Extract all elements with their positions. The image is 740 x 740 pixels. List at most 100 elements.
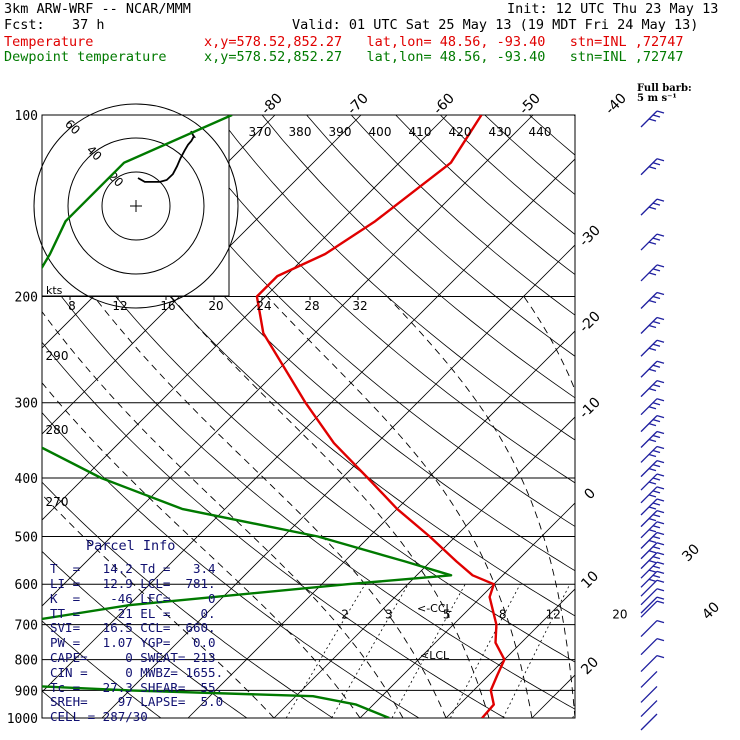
isotherm-label: -60 — [430, 90, 457, 117]
isotherm-label: 40 — [699, 599, 723, 623]
isotherm-label: 10 — [578, 568, 602, 592]
hodograph-ring — [101, 171, 171, 241]
wind-barb-flag — [648, 118, 657, 122]
speed-tick-label: 32 — [352, 299, 367, 313]
wind-barb-flag — [656, 498, 665, 502]
dewpoint-legend: Dewpoint temperature — [4, 49, 167, 65]
wind-barb-flag — [648, 560, 657, 564]
wind-barb — [640, 619, 665, 638]
wind-barb-flag — [652, 463, 661, 468]
wind-barb-flag — [656, 600, 665, 604]
wind-barb-flag — [648, 453, 657, 458]
forecast-label: Fcst: — [4, 17, 45, 33]
wind-barb — [640, 291, 665, 309]
wind-barb-flag — [648, 347, 657, 351]
isotherm-line — [42, 115, 534, 607]
wind-barb-flag — [656, 445, 665, 450]
wind-barb-flag — [656, 316, 665, 321]
parcel-row: SVI= 16.5 CCL= 660. — [50, 620, 216, 635]
wind-barb — [640, 158, 665, 176]
wind-barb — [640, 339, 665, 357]
mixing-ratio-line — [572, 711, 575, 718]
wind-barb — [640, 459, 665, 478]
pressure-label-700: 700 — [15, 619, 38, 634]
dewpoint-location: x,y=578.52,852.27 lat,lon= 48.56, -93.40… — [204, 49, 684, 65]
wind-barb-flag — [652, 574, 661, 578]
isotherm-line — [42, 158, 575, 693]
forecast-hours: 37 h — [72, 17, 105, 33]
wind-barb-flag — [648, 368, 657, 372]
dry-adiabat — [350, 115, 575, 316]
wind-barb-flag — [652, 490, 661, 494]
theta-label: 390 — [329, 125, 352, 139]
wind-barb-flag — [656, 473, 665, 477]
wind-barb — [640, 700, 658, 718]
wind-barb-staff — [640, 670, 658, 688]
wind-barb-flag — [656, 158, 665, 162]
mixing-ratio-label: 5 — [443, 608, 451, 622]
ccl-label: <-CCL — [417, 602, 453, 615]
dry-adiabats — [42, 115, 575, 718]
wind-barb — [640, 264, 665, 282]
wind-barb — [640, 713, 658, 731]
wind-barb-flag — [648, 578, 657, 582]
isotherm-label: -10 — [576, 394, 603, 421]
wind-barb-flag — [648, 406, 657, 410]
wind-barb-flag — [656, 360, 665, 364]
dry-adiabat — [42, 481, 334, 718]
isotherm-line — [359, 502, 575, 718]
wind-barb — [640, 596, 665, 614]
mixing-ratio-label: 3 — [385, 608, 393, 622]
wind-barb-flag — [656, 542, 665, 546]
wind-barb-flag — [648, 422, 657, 427]
isotherm-label: -50 — [516, 90, 543, 117]
dry-adiabat — [83, 115, 575, 572]
pressure-label-200: 200 — [15, 291, 38, 306]
mixing-ratio-label: 20 — [612, 608, 627, 622]
wind-barb-staff — [640, 638, 658, 656]
wind-barb-flag — [656, 233, 665, 237]
isotherm-line — [187, 330, 575, 718]
wind-barb — [640, 316, 665, 334]
full-barb-label: Full barb: — [637, 83, 692, 94]
wind-barb-flag — [656, 198, 665, 202]
dry-adiabat — [261, 115, 575, 399]
wind-barb-flag — [652, 237, 661, 241]
wind-barb-flag — [656, 486, 665, 490]
isotherm-line — [618, 115, 740, 718]
wind-barb-flag — [656, 531, 665, 536]
sounding-traces — [42, 115, 506, 718]
wind-barb-flag — [656, 414, 665, 419]
dry-adiabat — [306, 115, 575, 357]
theta-label: 370 — [249, 125, 272, 139]
wind-barb-flag — [656, 430, 665, 435]
speed-tick-label: 12 — [112, 299, 127, 313]
wind-barb-flag — [648, 388, 657, 392]
wind-barb-staff — [640, 713, 658, 731]
temperature-trace — [255, 115, 506, 718]
wind-barb — [640, 561, 665, 579]
wind-barb-flag — [656, 579, 665, 583]
wind-barb-flag — [652, 364, 661, 368]
mixing-ratio-label: 2 — [341, 608, 349, 622]
wind-barb — [640, 552, 665, 570]
parcel-info-title: Parcel Info — [86, 538, 176, 554]
parcel-row: TT = 21 EL = 0. — [50, 606, 216, 621]
wind-barb-flag — [652, 202, 661, 206]
parcel-row: T = 14.2 Td = 3.4 — [50, 561, 216, 576]
wind-barb-flag — [656, 291, 665, 296]
mixing-ratio-line — [391, 584, 466, 718]
dry-adiabat — [172, 115, 575, 484]
model-title: 3km ARW-WRF -- NCAR/MMM — [4, 1, 191, 17]
wind-barb — [640, 430, 665, 448]
wind-barb-flag — [652, 384, 661, 388]
wind-barb-staff — [640, 655, 658, 673]
isotherm-line — [101, 244, 575, 718]
wind-barb — [640, 486, 665, 504]
init-time: Init: 12 UTC Thu 23 May 13 — [507, 1, 719, 17]
wind-barb-flag — [652, 343, 661, 347]
moist-adiabat — [170, 296, 490, 718]
theta-label: 420 — [449, 125, 472, 139]
